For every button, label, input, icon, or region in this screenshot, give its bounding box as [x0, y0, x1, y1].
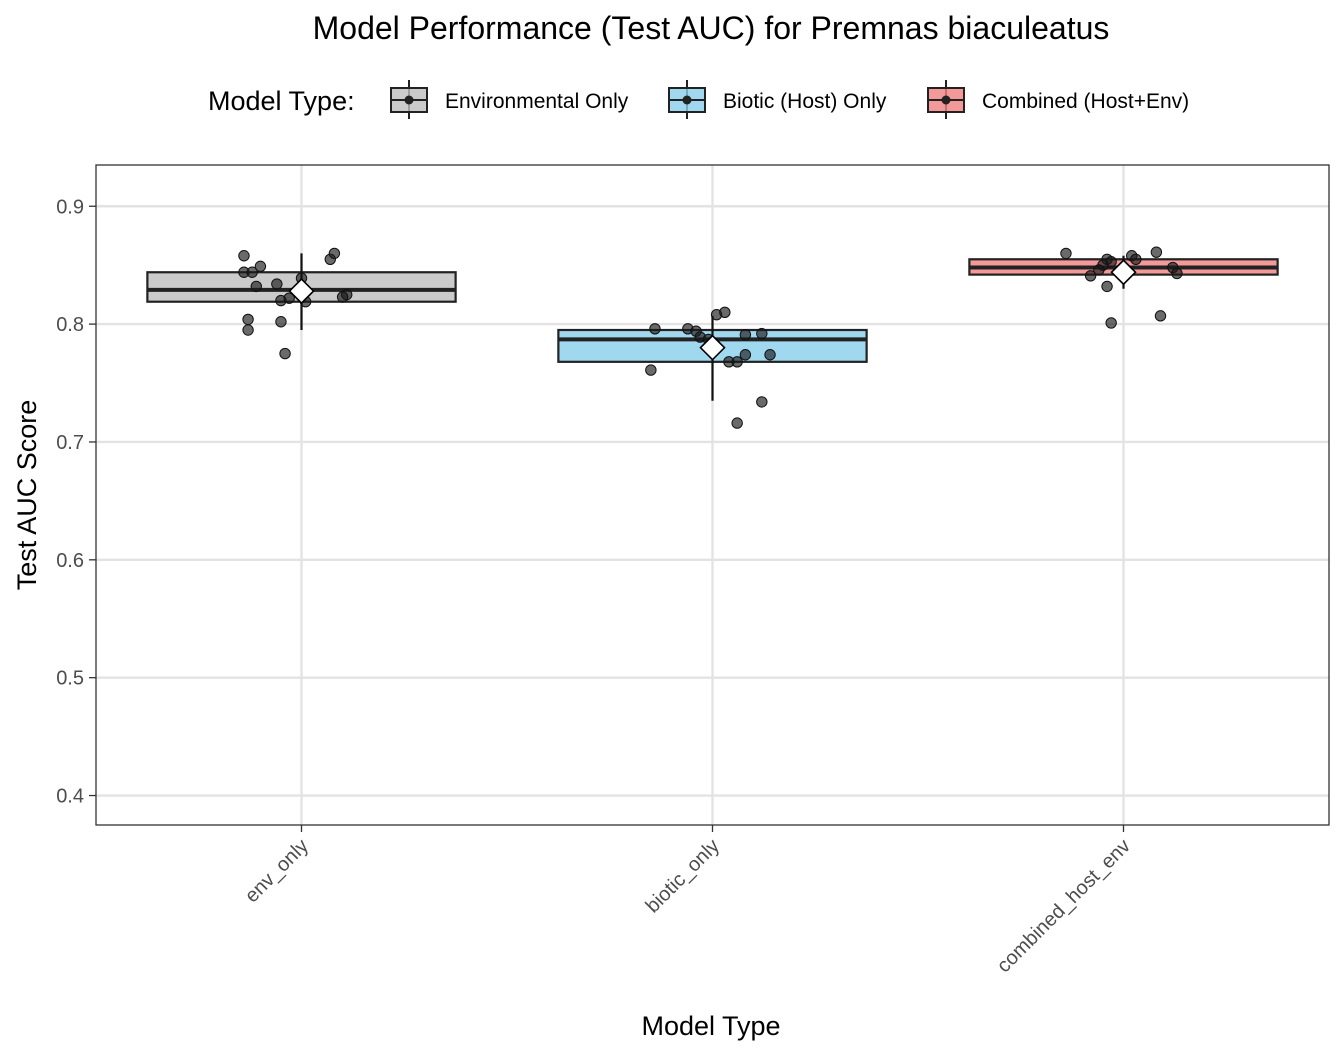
data-point	[649, 323, 661, 335]
data-point	[1130, 253, 1142, 265]
legend: Model Type: Environmental Only Biotic (Ho…	[208, 80, 1189, 119]
mean-diamond	[1110, 259, 1137, 286]
x-tick-label: biotic_only	[642, 835, 724, 917]
data-point	[739, 329, 752, 341]
y-axis-label: Test AUC Score	[12, 400, 42, 591]
data-point	[242, 324, 254, 336]
data-point	[1060, 247, 1072, 260]
data-point	[1084, 270, 1097, 282]
y-tick-label: 0.4	[56, 786, 84, 808]
data-point	[1171, 267, 1183, 280]
data-point	[328, 247, 341, 260]
y-tick-label: 0.8	[56, 314, 84, 336]
data-point	[756, 327, 768, 340]
data-point	[1101, 280, 1113, 293]
y-tick-label: 0.9	[56, 196, 84, 218]
data-point	[1154, 310, 1167, 322]
y-tick-label: 0.7	[56, 432, 84, 454]
data-point	[719, 306, 731, 319]
x-axis-label: Model Type	[641, 1011, 780, 1041]
data-point	[336, 291, 349, 303]
data-point	[645, 364, 657, 376]
jitter-points	[238, 246, 1183, 429]
mean-markers	[288, 253, 1137, 401]
chart-title: Model Performance (Test AUC) for Premnas…	[313, 10, 1110, 46]
data-point	[739, 349, 752, 361]
data-point	[1093, 264, 1105, 276]
data-point	[242, 313, 254, 326]
data-point	[1105, 317, 1117, 329]
data-point	[756, 396, 768, 408]
legend-key-point	[682, 95, 692, 105]
y-tick-label: 0.5	[56, 668, 84, 690]
data-point	[764, 349, 776, 361]
legend-entry-label: Biotic (Host) Only	[723, 90, 887, 113]
data-point	[250, 280, 262, 293]
data-point	[731, 356, 743, 368]
data-point	[283, 292, 295, 304]
legend-title: Model Type:	[208, 86, 355, 116]
data-point	[731, 417, 743, 429]
legend-entry-label: Combined (Host+Env)	[982, 90, 1189, 113]
data-point	[271, 278, 283, 290]
data-point	[238, 250, 250, 262]
legend-key-point	[404, 95, 414, 105]
x-tick-label: combined_host_env	[993, 835, 1135, 977]
x-tick-label: env_only	[241, 835, 313, 907]
x-axis: env_only biotic_only combined_host_env	[241, 825, 1135, 977]
mean-diamond	[699, 334, 726, 361]
data-point	[254, 260, 267, 273]
legend-entry-label: Environmental Only	[445, 90, 629, 113]
data-point	[1150, 246, 1163, 258]
legend-key-point	[941, 95, 951, 105]
data-point	[246, 266, 258, 278]
mean-diamond	[288, 277, 315, 305]
y-tick-label: 0.6	[56, 550, 84, 572]
data-point	[275, 316, 287, 328]
data-point	[279, 347, 291, 360]
y-axis: 0.4 0.5 0.6 0.7 0.8 0.9	[56, 196, 96, 808]
